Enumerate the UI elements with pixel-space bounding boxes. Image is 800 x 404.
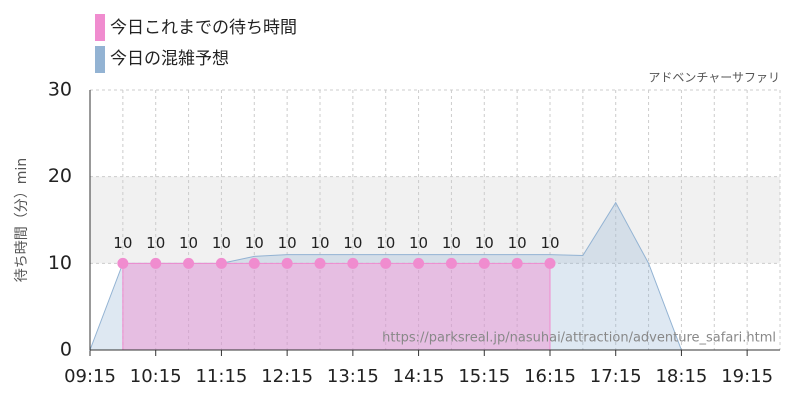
x-tick-label: 19:15	[721, 366, 773, 387]
data-point	[380, 257, 392, 269]
data-point	[511, 257, 523, 269]
y-axis-label: 待ち時間（分）min	[14, 158, 30, 282]
y-tick-label: 0	[60, 339, 72, 361]
data-point	[150, 257, 162, 269]
data-label: 10	[278, 234, 297, 252]
data-label: 10	[409, 234, 428, 252]
data-label: 10	[343, 234, 362, 252]
data-label: 10	[475, 234, 494, 252]
data-label: 10	[113, 234, 132, 252]
data-label: 10	[245, 234, 264, 252]
data-point	[314, 257, 326, 269]
data-point	[248, 257, 260, 269]
data-label: 10	[508, 234, 527, 252]
shaded-band	[90, 176, 780, 264]
data-point	[183, 257, 195, 269]
data-label: 10	[179, 234, 198, 252]
data-point	[215, 257, 227, 269]
data-point	[117, 257, 129, 269]
data-point	[445, 257, 457, 269]
x-tick-label: 17:15	[590, 366, 642, 387]
y-tick-label: 20	[48, 165, 72, 187]
data-point	[478, 257, 490, 269]
x-tick-label: 14:15	[393, 366, 445, 387]
watermark: https://parksreal.jp/nasuhai/attraction/…	[382, 331, 776, 346]
x-tick-label: 15:15	[458, 366, 510, 387]
data-point	[347, 257, 359, 269]
x-tick-label: 11:15	[195, 366, 247, 387]
data-point	[413, 257, 425, 269]
data-label: 10	[310, 234, 329, 252]
legend-swatch	[95, 46, 105, 73]
data-point	[281, 257, 293, 269]
data-label: 10	[146, 234, 165, 252]
legend-label: 今日の混雑予想	[110, 49, 229, 69]
x-tick-label: 09:15	[64, 366, 116, 387]
x-tick-label: 12:15	[261, 366, 313, 387]
x-tick-label: 16:15	[524, 366, 576, 387]
x-tick-label: 18:15	[655, 366, 707, 387]
legend-label: 今日これまでの待ち時間	[110, 18, 297, 38]
x-tick-label: 10:15	[130, 366, 182, 387]
legend-swatch	[95, 14, 105, 41]
data-label: 10	[540, 234, 559, 252]
x-tick-label: 13:15	[327, 366, 379, 387]
subtitle: アドベンチャーサファリ	[648, 71, 780, 85]
data-label: 10	[442, 234, 461, 252]
data-label: 10	[212, 234, 231, 252]
y-tick-label: 10	[48, 252, 72, 274]
data-point	[544, 257, 556, 269]
data-label: 10	[376, 234, 395, 252]
y-tick-label: 30	[48, 79, 72, 101]
